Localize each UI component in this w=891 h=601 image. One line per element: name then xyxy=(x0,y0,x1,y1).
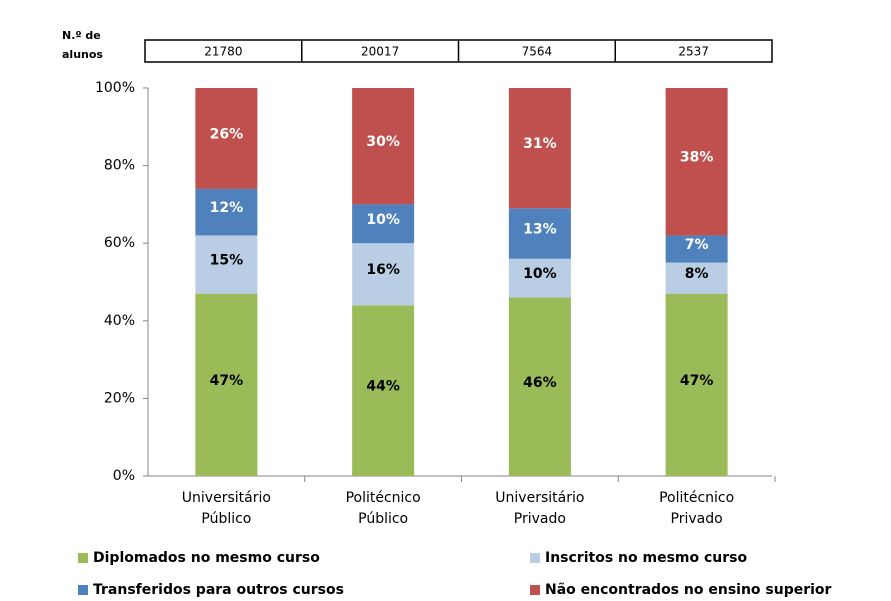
data-label: 31% xyxy=(523,136,557,152)
data-label: 15% xyxy=(210,253,244,269)
bar-segment xyxy=(665,235,728,263)
x-tick-label: Politécnico Privado xyxy=(659,490,734,527)
bar-segment xyxy=(352,305,415,476)
bar-segment xyxy=(665,293,728,476)
bar-segment xyxy=(508,208,571,259)
data-label: 16% xyxy=(366,262,400,278)
bar-segment xyxy=(665,262,728,294)
x-tick-label: Universitário Privado xyxy=(495,490,584,527)
data-label: 30% xyxy=(366,134,400,150)
data-label: 47% xyxy=(210,373,244,389)
bar-segment xyxy=(352,88,415,205)
legend-swatch xyxy=(530,585,540,595)
y-tick-label: 20% xyxy=(104,390,135,406)
data-label: 26% xyxy=(210,126,244,142)
bar-segment xyxy=(195,88,258,189)
bar-segment xyxy=(352,204,415,244)
data-label: 44% xyxy=(366,379,400,395)
bar-segment xyxy=(665,88,728,236)
y-tick-label: 100% xyxy=(95,80,135,96)
header-value: 21780 xyxy=(204,45,242,59)
legend-swatch xyxy=(530,553,540,563)
legend-label: Transferidos para outros cursos xyxy=(93,582,344,598)
data-label: 10% xyxy=(523,266,557,282)
data-label: 13% xyxy=(523,222,557,238)
data-label: 12% xyxy=(210,200,244,216)
data-label: 47% xyxy=(680,373,714,389)
data-label: 46% xyxy=(523,375,557,391)
y-tick-label: 40% xyxy=(104,313,135,329)
data-label: 38% xyxy=(680,150,714,166)
y-tick-label: 80% xyxy=(104,158,135,174)
legend-label: Inscritos no mesmo curso xyxy=(545,550,747,566)
header-value: 2537 xyxy=(678,45,709,59)
y-tick-label: 60% xyxy=(104,235,135,251)
bar-segment xyxy=(352,243,415,306)
bar-segment xyxy=(195,293,258,476)
header-value: 7564 xyxy=(522,45,553,59)
header-label: alunos xyxy=(62,48,103,61)
bar-segment xyxy=(508,88,571,209)
bar-segment xyxy=(195,188,258,236)
x-tick-label: Universitário Público xyxy=(182,490,271,527)
legend-swatch xyxy=(78,585,88,595)
x-tick-label: Politécnico Público xyxy=(346,490,421,527)
bar-segment xyxy=(508,297,571,476)
legend-label: Não encontrados no ensino superior xyxy=(545,582,832,598)
bar-segment xyxy=(508,258,571,298)
data-label: 7% xyxy=(685,237,709,253)
data-label: 10% xyxy=(366,212,400,228)
header-label: N.º de xyxy=(62,29,101,42)
data-label: 8% xyxy=(685,266,709,282)
legend-label: Diplomados no mesmo curso xyxy=(93,550,320,566)
header-value: 20017 xyxy=(361,45,399,59)
legend-swatch xyxy=(78,553,88,563)
y-tick-label: 0% xyxy=(113,468,135,484)
bar-segment xyxy=(195,235,258,294)
